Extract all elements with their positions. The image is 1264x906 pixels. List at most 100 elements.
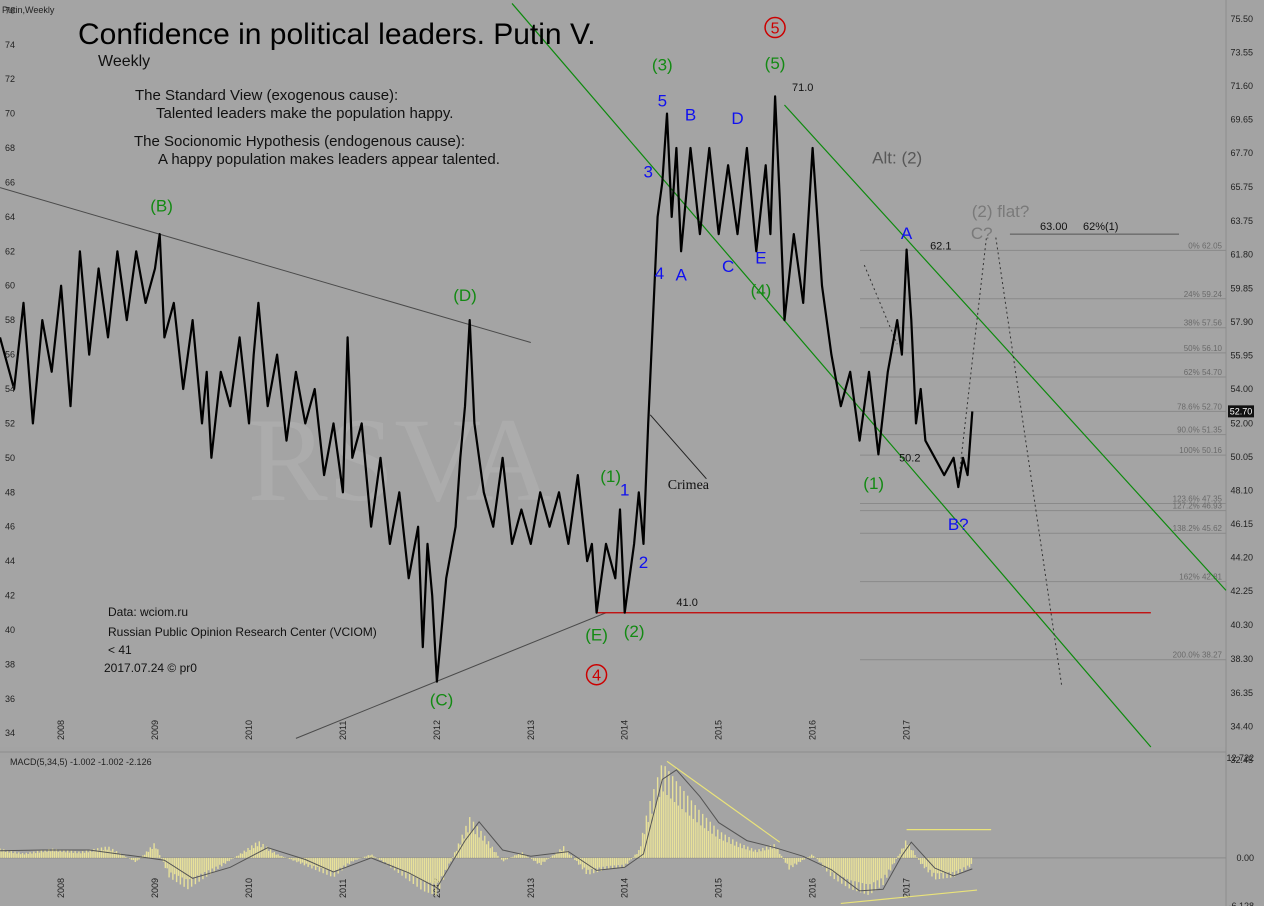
y-tick-label-right: 61.80 <box>1230 250 1253 260</box>
macd-x-tick-label: 2010 <box>244 878 254 898</box>
target-pct-label: 62%(1) <box>1083 221 1118 233</box>
macd-tick-label: 12.722 <box>1226 753 1254 763</box>
y-tick-label-right: 73.55 <box>1230 47 1253 57</box>
y-tick-label-left: 52 <box>5 418 15 428</box>
y-tick-label-right: 71.60 <box>1230 81 1253 91</box>
y-tick-label-right: 38.30 <box>1230 654 1253 664</box>
data-note: Russian Public Opinion Research Center (… <box>108 625 377 639</box>
wave-label: B <box>685 105 696 124</box>
symbol-label: Putin,Weekly <box>2 5 55 15</box>
wave-label: Alt: (2) <box>872 149 922 168</box>
wave-label: E <box>755 248 766 267</box>
macd-label: MACD(5,34,5) -1.002 -1.002 -2.126 <box>10 757 152 767</box>
wave-label: A <box>901 224 913 243</box>
y-tick-label-right: 34.40 <box>1230 721 1253 731</box>
fib-level-label: 127.2% 46.93 <box>1173 502 1223 511</box>
value-label: 71.0 <box>792 82 813 94</box>
callout-pointer <box>649 414 707 480</box>
target-value-label: 63.00 <box>1040 221 1068 233</box>
x-tick-label: 2011 <box>338 721 348 740</box>
x-tick-label: 2012 <box>432 720 442 740</box>
macd-x-tick-label: 2011 <box>338 879 348 898</box>
y-tick-label-left: 64 <box>5 212 15 222</box>
y-tick-label-right: 59.85 <box>1230 283 1253 293</box>
data-note: 2017.07.24 © pr0 <box>104 661 197 675</box>
macd-layer: 12.722 0.00 -6.128 <box>0 753 1254 906</box>
wave-labels-layer: (B)(D)(C)(E)(1)(2)(3)(4)(5)(1)12345ABCDE… <box>150 16 1030 710</box>
projection-line <box>957 237 987 484</box>
wave-label: (E) <box>585 625 608 644</box>
wave-label: 2 <box>639 553 648 572</box>
y-tick-label-right: 32.45 <box>1230 755 1253 765</box>
circle-wave-label: 4 <box>592 668 601 685</box>
wave-label: 1 <box>620 481 629 500</box>
y-tick-label-right: 48.10 <box>1230 486 1253 496</box>
macd-x-tick-label: 2008 <box>56 878 66 898</box>
x-tick-label: 2014 <box>620 720 630 740</box>
macd-x-tick-label: 2009 <box>150 878 160 898</box>
y-tick-label-right: 63.75 <box>1230 216 1253 226</box>
wave-label: 4 <box>655 264 664 283</box>
y-tick-label-left: 46 <box>5 522 15 532</box>
macd-x-tick-label: 2013 <box>526 878 536 898</box>
macd-trend-line <box>840 889 978 905</box>
fib-level-label: 162% 42.81 <box>1179 573 1222 582</box>
x-tick-label: 2009 <box>150 720 160 740</box>
y-tick-label-left: 40 <box>5 625 15 635</box>
wave-label: (2) flat? <box>972 202 1030 221</box>
wave-label: (C) <box>430 691 454 710</box>
annotation-line: The Socionomic Hypothesis (endogenous ca… <box>134 133 465 150</box>
annotation-line: Talented leaders make the population hap… <box>156 105 453 122</box>
y-tick-label-left: 62 <box>5 246 15 256</box>
y-tick-label-left: 48 <box>5 487 15 497</box>
y-tick-label-left: 70 <box>5 109 15 119</box>
y-tick-label-right: 67.70 <box>1230 148 1253 158</box>
grid-layer: 0% 62.05 24% 59.24 38% 57.56 50% 56.10 62% 5… <box>860 241 1226 661</box>
wave-label: (4) <box>751 281 772 300</box>
wave-label: (1) <box>863 474 884 493</box>
fib-level-label: 24% 59.24 <box>1184 290 1223 299</box>
fib-level-label: 200.0% 38.27 <box>1173 651 1223 660</box>
projection-line <box>863 264 898 345</box>
fib-level-label: 100% 50.16 <box>1179 446 1222 455</box>
y-tick-label-right: 57.90 <box>1230 317 1253 327</box>
wave-label: B? <box>948 515 969 534</box>
circle-wave-label: 5 <box>771 21 780 38</box>
y-tick-label-left: 72 <box>5 74 15 84</box>
y-tick-label-right: 65.75 <box>1230 182 1253 192</box>
y-tick-label-left: 42 <box>5 591 15 601</box>
fib-level-label: 123.6% 47.35 <box>1173 494 1223 503</box>
x-tick-label: 2008 <box>56 720 66 740</box>
wave-label: C? <box>971 224 993 243</box>
wave-label: C <box>722 257 734 276</box>
y-tick-label-right: 52.00 <box>1230 418 1253 428</box>
macd-signal-line <box>0 769 973 892</box>
y-tick-label-right: 36.35 <box>1230 688 1253 698</box>
triangle-line <box>295 612 607 739</box>
fib-level-label: 38% 57.56 <box>1184 319 1223 328</box>
wave-label: (D) <box>453 286 477 305</box>
wave-label: (B) <box>150 197 173 216</box>
macd-tick-label: 0.00 <box>1236 853 1254 863</box>
wave-label: (1) <box>600 467 621 486</box>
fib-level-label: 138.2% 45.62 <box>1173 524 1223 533</box>
x-tick-label: 2010 <box>244 720 254 740</box>
y-tick-label-right: 46.15 <box>1230 519 1253 529</box>
macd-trend-line <box>666 760 781 843</box>
macd-tick-label: -6.128 <box>1228 901 1254 906</box>
y-tick-label-left: 54 <box>5 384 15 394</box>
axis-labels-layer: 7674727068666462605856545250484644424038… <box>5 5 1254 898</box>
wave-label: D <box>731 109 743 128</box>
y-tick-label-left: 50 <box>5 453 15 463</box>
main-panel <box>0 0 1226 747</box>
triangle-line <box>0 187 531 343</box>
chart-subtitle: Weekly <box>98 53 150 70</box>
data-note: < 41 <box>108 643 132 657</box>
macd-x-tick-label: 2014 <box>620 878 630 898</box>
x-tick-label: 2013 <box>526 720 536 740</box>
y-tick-label-right: 42.25 <box>1230 586 1253 596</box>
chart-title: Confidence in political leaders. Putin V… <box>78 18 596 51</box>
wave-label: (5) <box>765 54 786 73</box>
fib-level-label: 62% 54.70 <box>1184 368 1223 377</box>
